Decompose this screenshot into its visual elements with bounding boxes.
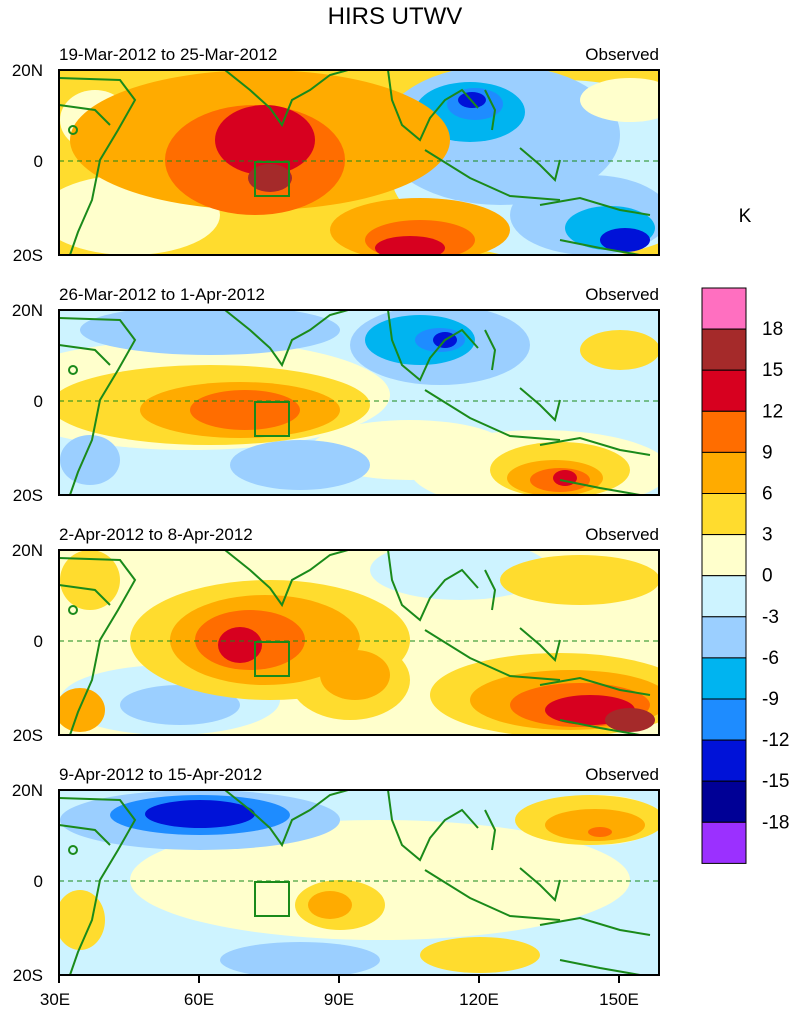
colorbar-label: -6 <box>762 648 779 669</box>
lat-label-20n: 20N <box>12 61 43 80</box>
figure-title: HIRS UTWV <box>328 3 463 30</box>
lat-label-20s: 20S <box>13 486 43 505</box>
map-panel-4: 9-Apr-2012 to 15-Apr-2012 Observed 20N 0… <box>12 765 660 985</box>
colorbar-label: 12 <box>762 401 783 422</box>
coastlines <box>59 550 651 735</box>
lat-label-20n: 20N <box>12 541 43 560</box>
colorbar-label: 9 <box>762 442 773 463</box>
colorbar-swatch <box>701 328 747 371</box>
colorbar-swatch <box>701 657 747 700</box>
lat-label-20s: 20S <box>13 726 43 745</box>
colorbar-label: -15 <box>762 771 789 792</box>
colorbar-label: -3 <box>762 607 779 628</box>
coastlines <box>59 70 651 255</box>
field-shading <box>59 310 659 495</box>
colorbar-swatch <box>701 739 747 782</box>
map-panel-3: 2-Apr-2012 to 8-Apr-2012 Observed 20N 0 … <box>12 525 660 745</box>
colorbar-swatch <box>701 534 747 577</box>
map-frame <box>58 549 660 736</box>
panel-date-range: 26-Mar-2012 to 1-Apr-2012 <box>59 285 265 304</box>
colorbar-swatch <box>701 821 747 864</box>
colorbar-label: -12 <box>762 730 789 751</box>
lon-label-120e: 120E <box>459 990 499 1009</box>
colorbar-swatch <box>701 287 747 330</box>
lon-label-60e: 60E <box>184 990 214 1009</box>
colorbar-label: 18 <box>762 319 783 340</box>
colorbar-swatch <box>701 698 747 741</box>
map-frame <box>58 309 660 496</box>
colorbar-label: 0 <box>762 566 773 587</box>
field-shading <box>59 550 659 735</box>
map-panel-2: 26-Mar-2012 to 1-Apr-2012 Observed 20N 0… <box>12 285 660 505</box>
colorbar-swatch <box>701 493 747 536</box>
lat-label-20s: 20S <box>13 966 43 985</box>
panel-date-range: 19-Mar-2012 to 25-Mar-2012 <box>59 45 277 64</box>
panel-tag: Observed <box>585 525 659 544</box>
colorbar-label: -9 <box>762 689 779 710</box>
colorbar-label: -18 <box>762 812 789 833</box>
coastlines <box>59 790 651 975</box>
panel-date-range: 2-Apr-2012 to 8-Apr-2012 <box>59 525 253 544</box>
lon-label-90e: 90E <box>324 990 354 1009</box>
colorbar-label: 3 <box>762 525 773 546</box>
coastlines <box>59 310 651 495</box>
colorbar-swatch <box>701 410 747 453</box>
lon-label-30e: 30E <box>40 990 70 1009</box>
colorbar-swatch <box>701 780 747 823</box>
lon-label-150e: 150E <box>599 990 639 1009</box>
lat-label-0: 0 <box>34 392 43 411</box>
colorbar-swatch <box>701 575 747 618</box>
lat-label-0: 0 <box>34 632 43 651</box>
panel-tag: Observed <box>585 765 659 784</box>
lat-label-20s: 20S <box>13 246 43 265</box>
panel-tag: Observed <box>585 285 659 304</box>
colorbar-label: 15 <box>762 360 783 381</box>
map-frame <box>58 69 660 256</box>
panel-tag: Observed <box>585 45 659 64</box>
map-frame <box>58 789 660 976</box>
panel-date-range: 9-Apr-2012 to 15-Apr-2012 <box>59 765 262 784</box>
colorbar-swatch <box>701 616 747 659</box>
colorbar-label: 6 <box>762 484 773 505</box>
lat-label-20n: 20N <box>12 301 43 320</box>
colorbar-swatch <box>701 451 747 494</box>
colorbar-swatch <box>701 369 747 412</box>
units-label: K <box>739 206 752 227</box>
lat-label-0: 0 <box>34 152 43 171</box>
lon-axis <box>58 975 620 983</box>
lat-label-20n: 20N <box>12 781 43 800</box>
field-shading <box>59 70 659 255</box>
map-panel-1: 19-Mar-2012 to 25-Mar-2012 Observed 20N … <box>12 45 660 265</box>
colorbar: 18 15 12 9 6 3 0 -3 -6 -9 -12 -15 -18 <box>701 287 789 864</box>
lat-label-0: 0 <box>34 872 43 891</box>
field-shading <box>59 790 659 975</box>
